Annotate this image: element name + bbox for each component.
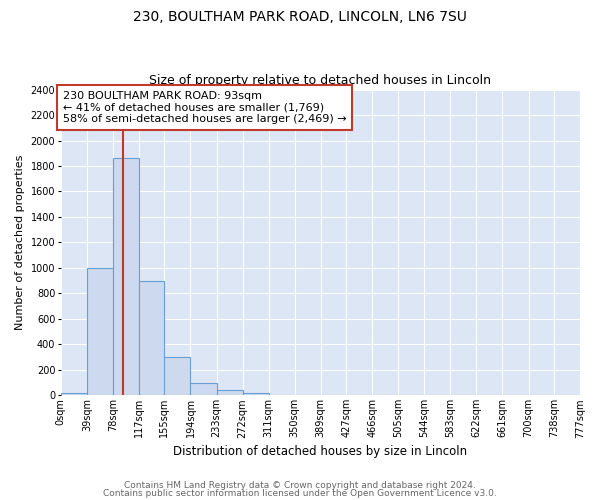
Bar <box>61 392 87 396</box>
Bar <box>113 158 139 396</box>
Text: Contains public sector information licensed under the Open Government Licence v3: Contains public sector information licen… <box>103 488 497 498</box>
X-axis label: Distribution of detached houses by size in Lincoln: Distribution of detached houses by size … <box>173 444 467 458</box>
Text: 230 BOULTHAM PARK ROAD: 93sqm
← 41% of detached houses are smaller (1,769)
58% o: 230 BOULTHAM PARK ROAD: 93sqm ← 41% of d… <box>63 91 346 124</box>
Bar <box>242 392 269 396</box>
Bar <box>217 390 242 396</box>
Bar <box>164 357 190 396</box>
Y-axis label: Number of detached properties: Number of detached properties <box>15 154 25 330</box>
Bar <box>139 280 164 396</box>
Bar <box>190 382 217 396</box>
Title: Size of property relative to detached houses in Lincoln: Size of property relative to detached ho… <box>149 74 491 87</box>
Bar <box>87 268 113 396</box>
Text: Contains HM Land Registry data © Crown copyright and database right 2024.: Contains HM Land Registry data © Crown c… <box>124 481 476 490</box>
Text: 230, BOULTHAM PARK ROAD, LINCOLN, LN6 7SU: 230, BOULTHAM PARK ROAD, LINCOLN, LN6 7S… <box>133 10 467 24</box>
